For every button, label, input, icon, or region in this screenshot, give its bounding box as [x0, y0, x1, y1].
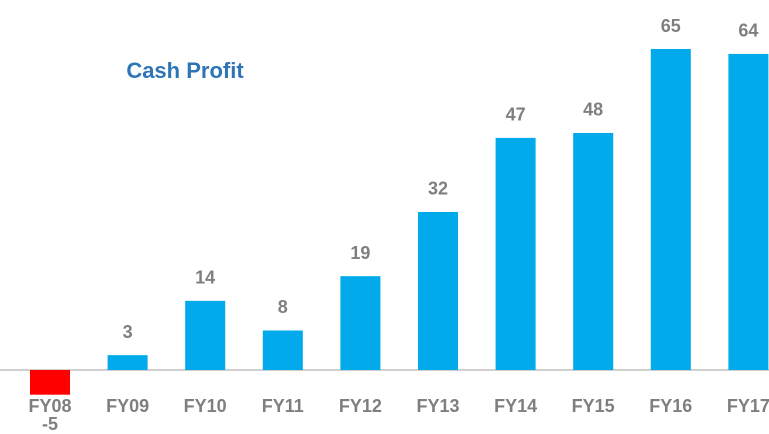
- value-label: 65: [661, 16, 681, 36]
- value-label: 8: [278, 297, 288, 317]
- bar: [728, 53, 769, 370]
- value-label: 48: [583, 100, 603, 120]
- bar: [573, 132, 614, 370]
- chart-title: Cash Profit: [126, 58, 244, 83]
- value-label: 32: [428, 179, 448, 199]
- value-label: 14: [195, 268, 215, 288]
- x-tick-label: FY13: [416, 396, 459, 416]
- x-tick-label: FY14: [494, 396, 537, 416]
- x-tick-label: FY09: [106, 396, 149, 416]
- value-label: 19: [350, 243, 370, 263]
- x-tick-label: FY16: [649, 396, 692, 416]
- bar: [495, 137, 536, 370]
- bar: [30, 370, 70, 395]
- x-tick-label: FY15: [572, 396, 615, 416]
- bar: [650, 49, 691, 370]
- x-tick-label: FY08: [28, 396, 71, 416]
- x-tick-label: FY17: [727, 396, 769, 416]
- x-tick-label: FY11: [262, 396, 304, 416]
- value-label: -5: [42, 414, 58, 434]
- bar: [340, 276, 381, 370]
- bar: [262, 330, 303, 370]
- x-tick-label: FY10: [184, 396, 227, 416]
- x-tick-label: FY12: [339, 396, 382, 416]
- value-label: 3: [123, 322, 133, 342]
- bar: [185, 300, 226, 370]
- bar: [418, 211, 458, 370]
- value-label: 64: [738, 21, 758, 41]
- value-label: 47: [506, 105, 526, 125]
- bar: [107, 355, 148, 370]
